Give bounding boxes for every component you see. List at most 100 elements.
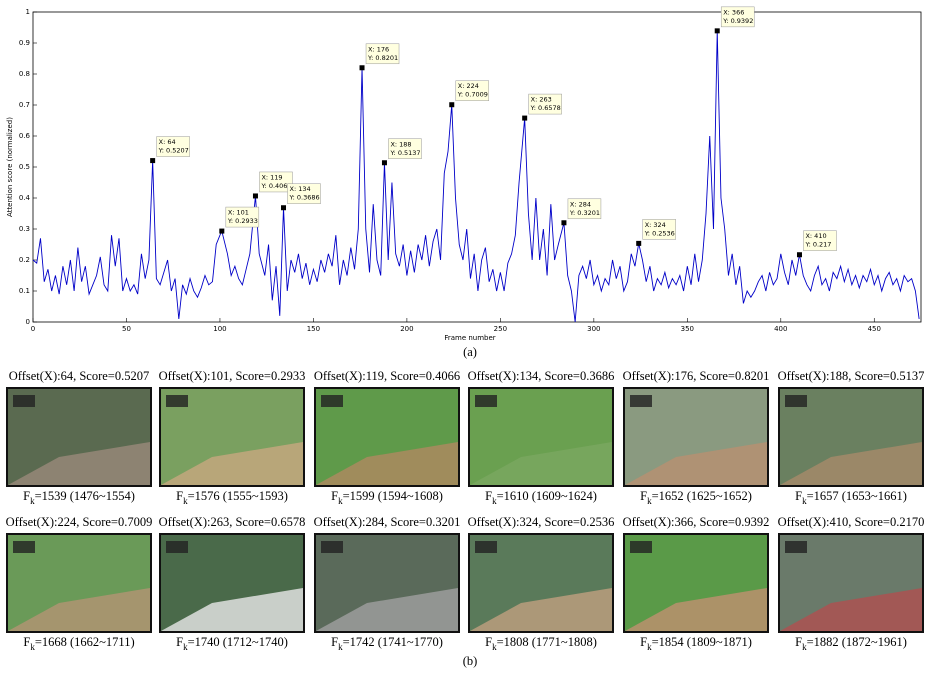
footer-symbol: F <box>485 635 492 649</box>
y-tick-label: 0 <box>26 318 30 326</box>
thumbnail-score-box <box>630 395 652 407</box>
thumbnail-score-box <box>166 541 188 553</box>
thumbnail-dirt <box>8 588 150 631</box>
datatip-x: X: 224 <box>458 82 479 90</box>
datatip-box <box>455 80 490 101</box>
attention-line <box>32 30 920 323</box>
panel-footer: Fk=1599 (1594~1608) <box>331 489 443 506</box>
footer-text: =1882 (1872~1961) <box>807 635 907 649</box>
x-tick-label: 100 <box>213 325 226 333</box>
thumbnail-score-box <box>475 395 497 407</box>
footer-subscript: k <box>802 642 807 652</box>
footer-subscript: k <box>30 642 35 652</box>
datatip-x: X: 176 <box>368 45 389 53</box>
panel-footer: Fk=1576 (1555~1593) <box>176 489 288 506</box>
datatip-y: Y: 0.5207 <box>158 147 189 155</box>
datatip-y: Y: 0.3686 <box>289 194 320 202</box>
y-tick-label: 0.2 <box>19 256 30 264</box>
datatip-marker <box>150 158 156 164</box>
thumbnail-dirt <box>8 442 150 485</box>
panel-footer: Fk=1610 (1609~1624) <box>485 489 597 506</box>
datatip-y: Y: 0.7009 <box>457 91 488 99</box>
footer-subscript: k <box>183 496 188 506</box>
x-tick-label: 400 <box>774 325 787 333</box>
y-label: Attention score (normalized) <box>6 117 14 217</box>
datatip-y: Y: 0.8201 <box>367 54 398 62</box>
footer-symbol: F <box>331 489 338 503</box>
footer-subscript: k <box>647 642 652 652</box>
panel-header: Offset(X):176, Score=0.8201 <box>623 369 770 383</box>
panel-header: Offset(X):64, Score=0.5207 <box>9 369 149 383</box>
panel-footer: Fk=1742 (1741~1770) <box>331 635 443 652</box>
footer-text: =1539 (1476~1554) <box>35 489 135 503</box>
datatip-box <box>365 43 400 65</box>
datatip-marker <box>714 28 720 34</box>
panel-header: Offset(X):119, Score=0.4066 <box>314 369 460 383</box>
thumbnail-dirt <box>780 442 922 485</box>
datatip-box <box>225 206 260 228</box>
datatip-box <box>259 171 293 193</box>
panel-footer: Fk=1740 (1712~1740) <box>176 635 288 652</box>
footer-symbol: F <box>640 489 647 503</box>
footer-symbol: F <box>640 635 647 649</box>
thumbnail-dirt <box>161 588 303 631</box>
y-tick-label: 0.4 <box>19 194 31 202</box>
thumbnail-score-box <box>785 395 807 407</box>
footer-symbol: F <box>23 489 30 503</box>
panel-footer: Fk=1657 (1653~1661) <box>795 489 907 506</box>
footer-subscript: k <box>802 496 807 506</box>
datatip-x: X: 188 <box>390 140 411 148</box>
datatip-x: X: 64 <box>159 138 176 146</box>
thumbnail-dirt <box>161 442 303 485</box>
datatip-marker <box>219 228 225 234</box>
thumbnail-score-box <box>475 541 497 553</box>
panel-header: Offset(X):101, Score=0.2933 <box>159 369 306 383</box>
datatip-y: Y: 0.2536 <box>644 229 675 237</box>
datatip-box <box>528 93 562 115</box>
footer-text: =1599 (1594~1608) <box>343 489 443 503</box>
datatip-y: Y: 0.2933 <box>227 217 258 225</box>
footer-subscript: k <box>338 642 343 652</box>
x-tick-label: 0 <box>31 325 35 333</box>
panel-header: Offset(X):324, Score=0.2536 <box>468 515 615 529</box>
panel-footer: Fk=1652 (1625~1652) <box>640 489 752 506</box>
datatip-x: X: 366 <box>723 8 744 16</box>
plot-frame <box>32 11 922 323</box>
footer-subscript: k <box>647 496 652 506</box>
datatip-box <box>388 138 422 160</box>
x-tick-label: 50 <box>122 325 131 333</box>
datatip-x: X: 101 <box>228 209 249 217</box>
footer-text: =1742 (1741~1770) <box>343 635 443 649</box>
footer-text: =1657 (1653~1661) <box>807 489 907 503</box>
thumbnail-dirt <box>470 588 612 631</box>
footer-symbol: F <box>23 635 30 649</box>
y-tick-label: 0.1 <box>19 287 30 295</box>
datatip-box <box>567 198 602 220</box>
datatip-y: Y: 0.3201 <box>569 209 600 217</box>
datatip-x: X: 119 <box>261 173 282 181</box>
x-tick-label: 450 <box>868 325 881 333</box>
datatip-marker <box>381 160 387 166</box>
thumbnail-score-box <box>630 541 652 553</box>
x-label: Frame number <box>444 334 495 342</box>
datatip-marker <box>449 102 455 108</box>
thumbnail-score-box <box>166 395 188 407</box>
caption-b: (b) <box>463 654 478 668</box>
thumbnail-score-box <box>13 395 35 407</box>
datatip-box <box>156 136 190 157</box>
datatip-y: Y: 0.5137 <box>389 149 420 157</box>
panel-header: Offset(X):188, Score=0.5137 <box>778 369 925 383</box>
footer-symbol: F <box>331 635 338 649</box>
datatip-x: X: 134 <box>290 185 311 193</box>
x-tick-label: 250 <box>494 325 507 333</box>
y-tick-label: 0.3 <box>19 225 30 233</box>
y-tick-label: 0.8 <box>19 70 30 78</box>
panel-footer: Fk=1808 (1771~1808) <box>485 635 597 652</box>
datatip-x: X: 284 <box>570 200 591 208</box>
thumbnail-dirt <box>780 588 922 631</box>
datatip-marker <box>359 65 365 71</box>
footer-subscript: k <box>338 496 343 506</box>
datatip-marker <box>281 205 287 211</box>
datatip-marker <box>252 193 258 199</box>
